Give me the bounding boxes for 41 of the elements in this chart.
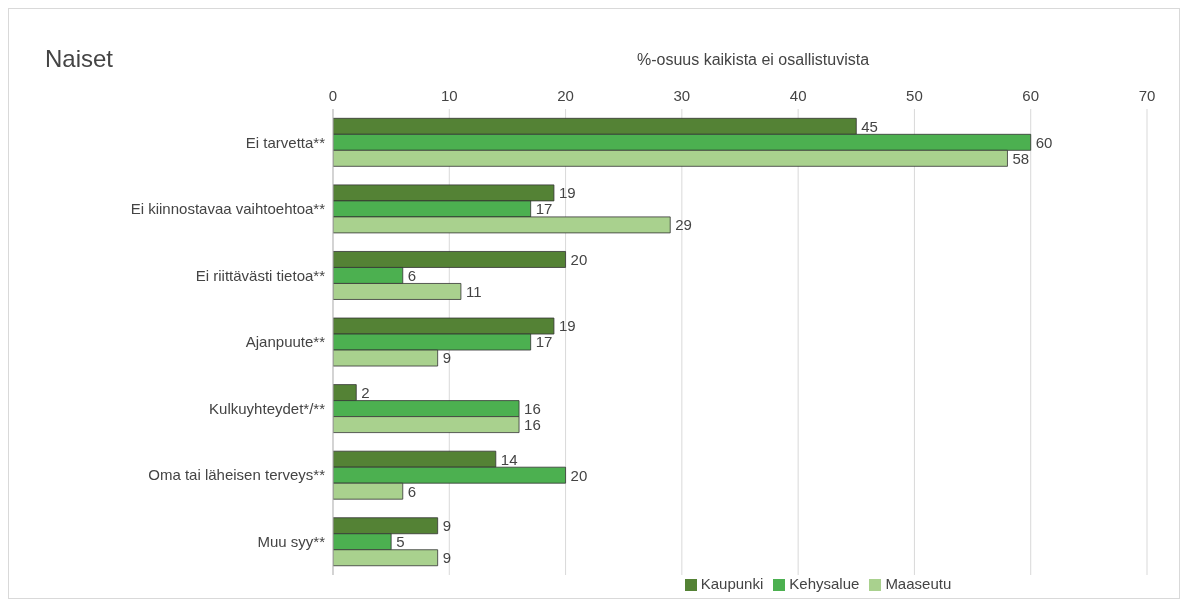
y-tick-label: Ajanpuute** [245, 333, 326, 351]
data-label: 2 [361, 383, 370, 401]
x-tick-label: 70 [1138, 87, 1156, 104]
data-label: 6 [407, 266, 417, 284]
y-tick-label: Muu syy** [257, 533, 326, 551]
data-label: 9 [442, 549, 451, 567]
data-label: 19 [558, 184, 576, 202]
x-tick-label: 20 [557, 87, 574, 104]
text: Naiset [45, 45, 114, 73]
data-label: 16 [524, 415, 541, 433]
x-tick-label: 30 [673, 87, 691, 104]
data-label: 45 [861, 117, 878, 135]
data-label: 19 [558, 317, 576, 335]
data-label: 60 [1035, 133, 1053, 151]
legend-label: Maaseutu [885, 575, 952, 592]
data-label: 20 [570, 250, 588, 268]
data-label: 16 [524, 399, 541, 417]
y-tick-label: Ei tarvetta** [245, 133, 326, 151]
legend-label: Kehysalue [789, 575, 860, 592]
x-tick-label: 60 [1022, 87, 1040, 104]
x-tick-label: 50 [906, 87, 923, 104]
x-axis-title: %-osuus kaikista ei osallistuvista [635, 51, 871, 69]
data-label: 20 [570, 466, 588, 484]
data-label: 17 [535, 333, 553, 351]
data-label: 58 [1012, 149, 1030, 167]
x-tick-label: 0 [328, 87, 338, 104]
x-tick-label: 40 [789, 87, 807, 104]
legend-label: Kaupunki [700, 575, 764, 592]
x-tick-label: 10 [440, 87, 458, 104]
data-label: 11 [465, 282, 482, 300]
y-tick-label: Oma tai läheisen terveys** [148, 466, 326, 484]
y-tick-label: Ei riittävästi tietoa** [195, 266, 326, 284]
data-label: 17 [535, 200, 553, 218]
y-tick-label: Ei kiinnostavaa vaihtoehtoa** [130, 200, 326, 218]
data-label: 29 [675, 216, 692, 234]
data-label: 9 [442, 349, 451, 367]
y-tick-label: Kulkuyhteydet*/** [209, 399, 326, 417]
data-label: 5 [396, 533, 405, 551]
data-label: 9 [442, 517, 451, 535]
data-label: 6 [407, 482, 417, 500]
data-label: 14 [500, 450, 518, 468]
